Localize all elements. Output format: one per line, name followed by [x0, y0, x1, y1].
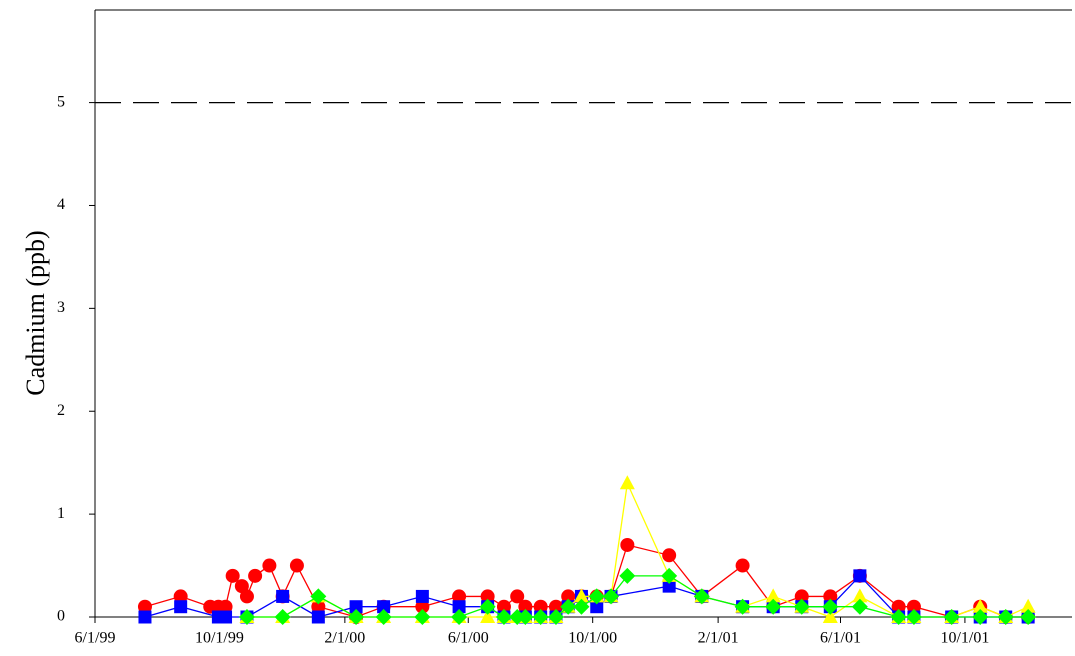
- marker: [495, 609, 512, 625]
- marker: [619, 567, 636, 584]
- marker: [219, 610, 233, 624]
- marker: [311, 610, 325, 624]
- marker: [414, 609, 431, 625]
- marker: [822, 609, 838, 623]
- marker: [173, 589, 188, 604]
- marker: [851, 598, 868, 615]
- marker: [619, 475, 635, 490]
- marker: [509, 609, 526, 625]
- marker: [548, 599, 563, 614]
- x-tick-label: 6/1/00: [448, 630, 489, 647]
- marker: [794, 589, 809, 604]
- marker: [620, 537, 635, 552]
- marker: [1020, 609, 1037, 625]
- marker: [289, 558, 304, 573]
- marker: [452, 600, 466, 614]
- marker: [573, 588, 589, 603]
- marker: [852, 588, 868, 603]
- marker: [274, 609, 291, 625]
- marker: [735, 558, 750, 573]
- y-tick-label: 4: [57, 196, 65, 213]
- y-tick-label: 0: [57, 608, 65, 625]
- x-tick-label: 10/1/99: [195, 630, 244, 647]
- x-tick-label: 6/1/01: [820, 630, 861, 647]
- x-tick-label: 2/1/01: [698, 630, 739, 647]
- y-tick-label: 3: [57, 299, 65, 316]
- marker: [661, 567, 678, 584]
- marker: [138, 610, 152, 624]
- marker: [793, 598, 810, 615]
- marker: [853, 569, 867, 583]
- marker: [662, 579, 676, 593]
- marker: [765, 598, 782, 615]
- marker: [276, 589, 290, 603]
- marker: [375, 609, 392, 625]
- marker: [248, 568, 263, 583]
- x-tick-label: 10/1/00: [568, 630, 617, 647]
- marker: [561, 589, 576, 604]
- marker: [662, 548, 677, 563]
- marker: [174, 600, 188, 614]
- marker: [415, 599, 430, 614]
- marker: [943, 609, 960, 625]
- marker: [451, 609, 468, 625]
- marker: [415, 589, 429, 603]
- marker: [225, 568, 240, 583]
- series-line: [246, 480, 1029, 618]
- marker: [997, 609, 1014, 625]
- marker: [1020, 598, 1036, 613]
- marker: [972, 598, 988, 613]
- marker: [823, 589, 838, 604]
- x-tick-label: 10/1/01: [940, 630, 989, 647]
- marker: [518, 599, 533, 614]
- marker: [560, 598, 577, 615]
- marker: [603, 588, 620, 605]
- x-tick-label: 6/1/99: [75, 630, 116, 647]
- marker: [693, 588, 710, 605]
- marker: [765, 588, 781, 603]
- marker: [262, 558, 277, 573]
- y-tick-label: 1: [57, 505, 65, 522]
- marker: [349, 600, 363, 614]
- marker: [533, 599, 548, 614]
- marker: [891, 599, 906, 614]
- marker: [239, 589, 254, 604]
- marker: [238, 609, 255, 625]
- x-tick-label: 2/1/00: [324, 630, 365, 647]
- y-tick-label: 5: [57, 93, 65, 110]
- marker: [588, 588, 605, 605]
- marker: [822, 598, 839, 615]
- marker: [480, 589, 495, 604]
- marker: [590, 600, 604, 614]
- marker: [218, 599, 233, 614]
- marker: [547, 609, 564, 625]
- marker: [137, 599, 152, 614]
- marker: [510, 589, 525, 604]
- marker: [377, 600, 391, 614]
- marker: [517, 609, 534, 625]
- marker: [734, 598, 751, 615]
- marker: [496, 599, 511, 614]
- marker: [479, 598, 496, 615]
- marker: [573, 598, 590, 615]
- marker: [348, 609, 365, 625]
- marker: [890, 609, 907, 625]
- marker: [532, 609, 549, 625]
- marker: [905, 609, 922, 625]
- marker: [972, 609, 989, 625]
- marker: [452, 589, 467, 604]
- marker: [906, 599, 921, 614]
- marker: [311, 599, 326, 614]
- y-tick-label: 2: [57, 402, 65, 419]
- marker: [310, 588, 327, 605]
- y-axis-label: Cadmium (ppb): [21, 230, 50, 395]
- marker: [480, 609, 496, 623]
